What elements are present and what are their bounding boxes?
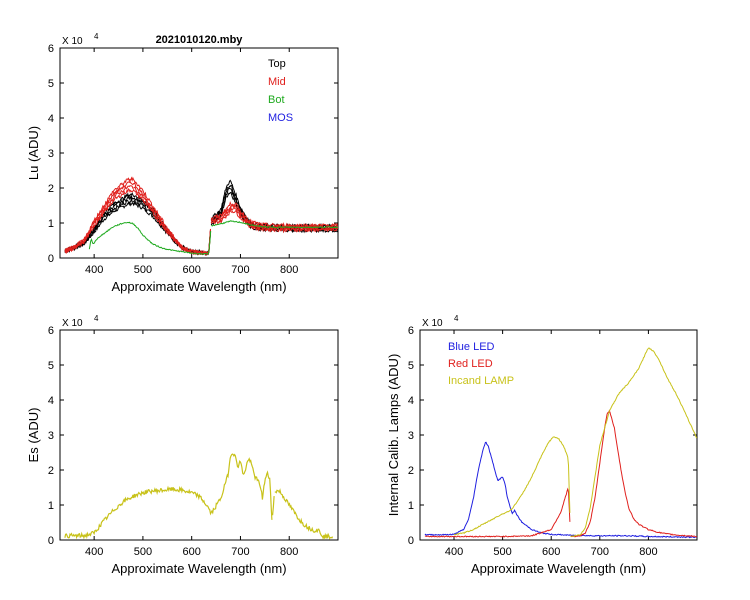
series-line	[88, 220, 338, 256]
legend-entry: MOS	[268, 112, 293, 124]
y-multiplier-exponent: 4	[454, 314, 459, 323]
series-line	[64, 187, 338, 256]
y-tick-label: 5	[48, 360, 54, 372]
legend-entry: Bot	[268, 94, 285, 106]
x-tick-label: 800	[639, 546, 657, 558]
chart-title: 2021010120.mby	[156, 34, 244, 46]
y-tick-label: 5	[48, 78, 54, 90]
y-tick-label: 1	[48, 500, 54, 512]
y-tick-label: 6	[408, 325, 414, 337]
series-line	[424, 409, 697, 538]
series-top	[64, 179, 338, 257]
x-tick-label: 700	[591, 546, 609, 558]
x-tick-label: 600	[542, 546, 560, 558]
y-tick-label: 2	[48, 465, 54, 477]
x-axis-label: Approximate Wavelength (nm)	[471, 561, 646, 576]
series-blue-led	[424, 441, 697, 539]
x-tick-label: 700	[231, 546, 249, 558]
y-tick-label: 1	[408, 500, 414, 512]
y-tick-label: 2	[408, 465, 414, 477]
x-tick-label: 500	[134, 264, 152, 276]
y-multiplier: X 10	[422, 318, 443, 329]
legend-entry: Blue LED	[448, 341, 495, 353]
legend-entry: Mid	[268, 76, 286, 88]
chart-lamps: 0 1 2 3 4 5 6 400 500 600 700 800 X 10 4 Approximate W…	[386, 314, 698, 576]
series-line	[64, 185, 338, 256]
chart-lu: 0 1 2 3 4 5 6 400 500 600 700 800 X 10 4 2021010120.mb…	[26, 32, 339, 294]
series-line	[64, 176, 338, 256]
y-tick-label: 4	[48, 113, 54, 125]
y-tick-label: 3	[48, 148, 54, 160]
legend-entry: Top	[268, 58, 286, 70]
series-es	[64, 453, 334, 540]
y-multiplier-exponent: 4	[94, 32, 99, 41]
y-axis-label: Es (ADU)	[26, 408, 41, 463]
y-axis-label: Lu (ADU)	[26, 126, 41, 180]
y-multiplier: X 10	[62, 36, 83, 47]
series-line	[64, 179, 338, 256]
y-tick-label: 4	[408, 395, 414, 407]
y-tick-label: 3	[408, 430, 414, 442]
y-tick-label: 4	[48, 395, 54, 407]
y-tick-label: 6	[48, 325, 54, 337]
chart-es: 0 1 2 3 4 5 6 400 500 600 700 800 X 10 4 Approximate W…	[26, 314, 339, 576]
x-tick-label: 800	[280, 264, 298, 276]
x-tick-label: 500	[493, 546, 511, 558]
legend-entry: Red LED	[448, 358, 493, 370]
x-tick-label: 400	[445, 546, 463, 558]
x-tick-label: 400	[85, 264, 103, 276]
x-tick-label: 600	[183, 264, 201, 276]
series-bot	[88, 220, 338, 256]
legend-entry: Incand LAMP	[448, 375, 514, 387]
x-tick-label: 400	[85, 546, 103, 558]
y-tick-label: 2	[48, 183, 54, 195]
series-line	[64, 453, 334, 540]
x-axis-label: Approximate Wavelength (nm)	[111, 561, 286, 576]
series-line	[424, 441, 697, 539]
y-multiplier-exponent: 4	[94, 314, 99, 323]
plot-frame	[59, 329, 339, 541]
y-tick-label: 1	[48, 218, 54, 230]
y-multiplier: X 10	[62, 318, 83, 329]
x-tick-label: 800	[280, 546, 298, 558]
x-axis-label: Approximate Wavelength (nm)	[111, 279, 286, 294]
x-tick-label: 700	[231, 264, 249, 276]
y-axis-label: Internal Calib. Lamps (ADU)	[386, 354, 401, 517]
series-incand-lamp	[453, 347, 697, 538]
x-tick-label: 600	[183, 546, 201, 558]
x-tick-label: 500	[134, 546, 152, 558]
series-red-led	[424, 409, 697, 538]
y-tick-label: 0	[48, 253, 54, 265]
y-tick-label: 5	[408, 360, 414, 372]
y-tick-label: 0	[48, 535, 54, 547]
series-line	[64, 187, 338, 256]
y-tick-label: 0	[408, 535, 414, 547]
y-tick-label: 6	[48, 43, 54, 55]
y-tick-label: 3	[48, 430, 54, 442]
series-line	[64, 180, 338, 256]
series-line	[453, 347, 697, 538]
